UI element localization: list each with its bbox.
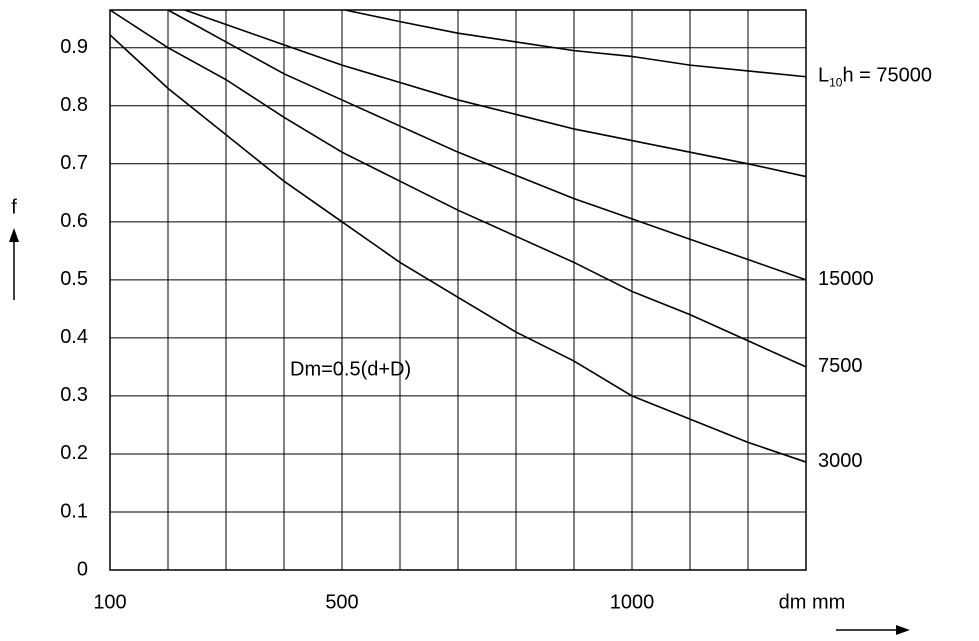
x-arrow-head [896,625,910,635]
x-tick-label: 500 [325,591,358,613]
series-label: 15000 [818,268,874,290]
y-tick-label: 0.6 [60,210,88,232]
series-label-part: 15000 [818,268,874,290]
y-tick-label: 0.9 [60,36,88,58]
y-tick-label: 0.2 [60,442,88,464]
x-tick-label: 1000 [610,591,655,613]
curve [167,9,807,281]
y-tick-label: 0.7 [60,152,88,174]
curve [344,9,807,78]
series-label-part: h = 75000 [842,65,932,87]
series-label: 3000 [818,450,863,472]
y-tick-label: 0.8 [60,94,88,116]
curve [109,9,807,368]
series-label: 7500 [818,355,863,377]
series-label-part: 7500 [818,355,863,377]
y-tick-label: 0.1 [60,500,88,522]
curve [109,34,807,463]
annotation: Dm=0.5(d+D) [290,358,411,380]
y-axis-label: f [11,196,17,218]
y-arrow-head [9,228,19,242]
series-label: L10h = 75000 [818,65,932,90]
y-tick-label: 0.3 [60,384,88,406]
series-label-subscript: 10 [829,76,843,90]
y-tick-label: 0 [77,558,88,580]
series-label-part: 3000 [818,450,863,472]
series-label-part: L [818,65,829,87]
x-axis-label: dm mm [779,591,846,613]
curve [184,9,807,178]
y-tick-label: 0.5 [60,268,88,290]
x-tick-label: 100 [93,591,126,613]
y-tick-label: 0.4 [60,326,88,348]
